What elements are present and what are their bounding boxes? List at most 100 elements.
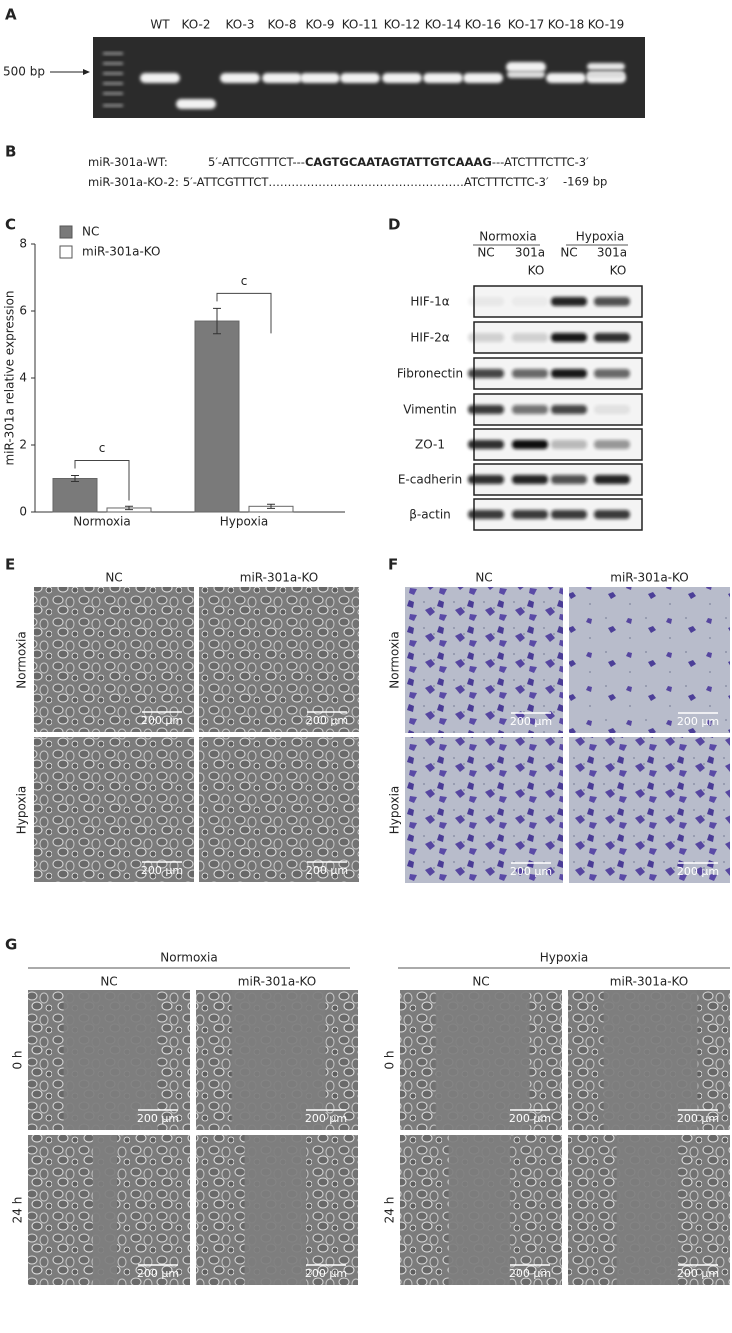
blot-band <box>512 405 548 414</box>
gel-band <box>140 73 180 83</box>
wound-gap <box>448 1135 511 1285</box>
column-label: NC <box>100 975 117 989</box>
wound-gap <box>435 990 530 1130</box>
ladder-band <box>103 62 123 65</box>
blot-band <box>512 440 548 449</box>
lane-label: KO-18 <box>548 18 585 32</box>
protein-label: E-cadherin <box>398 473 462 487</box>
sequence-line: miR-301a-WT: 5′-ATTCGTTTCT---CAGTGCAATAGT… <box>88 155 589 169</box>
column-label: miR-301a-KO <box>240 571 318 585</box>
column-label: miR-301a-KO <box>610 975 688 989</box>
row-label: Hypoxia <box>388 786 402 835</box>
column-label: miR-301a-KO <box>610 571 688 585</box>
blot-band <box>551 440 587 449</box>
protein-label: HIF-1α <box>410 295 449 309</box>
lane-label: KO-11 <box>342 18 379 32</box>
blot-band <box>551 297 587 306</box>
wound-gap <box>244 1135 307 1285</box>
scale-bar-label: 200 μm <box>306 714 348 727</box>
gel-band <box>340 73 380 83</box>
panel-label: F <box>388 556 398 574</box>
scale-bar-label: 200 μm <box>677 1267 719 1280</box>
protein-label: Fibronectin <box>397 367 463 381</box>
condition-label: Normoxia <box>479 230 537 244</box>
y-tick-label: 0 <box>19 505 27 519</box>
wound-gap <box>231 990 326 1130</box>
gel-band <box>587 63 625 70</box>
row-label: 0 h <box>11 1050 25 1069</box>
gel-band <box>587 71 625 78</box>
lane-label: KO <box>610 264 627 278</box>
arrow-head <box>83 69 90 75</box>
column-label: NC <box>105 571 122 585</box>
scale-bar-label: 200 μm <box>510 865 552 878</box>
scale-bar-label: 200 μm <box>141 714 183 727</box>
scale-bar-label: 200 μm <box>677 715 719 728</box>
scale-bar-label: 200 μm <box>677 865 719 878</box>
lane-label: NC <box>477 246 494 260</box>
micrograph <box>569 587 730 733</box>
error-bar <box>71 474 79 483</box>
column-label: NC <box>475 571 492 585</box>
blot-band <box>512 333 548 342</box>
y-tick-label: 6 <box>19 304 27 318</box>
protein-label: ZO-1 <box>415 438 445 452</box>
gel-band <box>506 62 546 72</box>
condition-label: Normoxia <box>160 951 218 965</box>
row-label: Normoxia <box>388 631 402 689</box>
column-label: NC <box>472 975 489 989</box>
blot-band <box>594 297 630 306</box>
blot-band <box>468 333 504 342</box>
scale-bar-label: 200 μm <box>509 1267 551 1280</box>
blot-band <box>551 510 587 519</box>
micrograph <box>199 737 359 882</box>
significance-bracket <box>216 292 272 334</box>
scale-bar-label: 200 μm <box>509 1112 551 1125</box>
error-bar <box>267 503 275 509</box>
condition-label: Hypoxia <box>576 230 625 244</box>
blot-band <box>551 369 587 378</box>
ladder-band <box>103 72 123 75</box>
sequence-right: ATCTTTCTTC-3′ <box>464 175 549 189</box>
blot-band <box>468 405 504 414</box>
blot-band <box>512 475 548 484</box>
x-tick-label: Normoxia <box>73 515 131 529</box>
row-label: Normoxia <box>15 631 29 689</box>
error-bar <box>213 307 221 335</box>
scale-bar-label: 200 μm <box>137 1112 179 1125</box>
scale-bar-label: 200 μm <box>305 1112 347 1125</box>
scale-bar-label: 200 μm <box>305 1267 347 1280</box>
micrograph <box>569 737 730 883</box>
x-tick-label: Hypoxia <box>220 515 269 529</box>
blot-band <box>512 510 548 519</box>
legend-swatch <box>59 225 73 239</box>
y-tick-label: 4 <box>19 371 27 385</box>
blot-band <box>468 297 504 306</box>
gel-band <box>463 73 503 83</box>
protein-label: Vimentin <box>403 403 457 417</box>
sequence-right: ---ATCTTTCTTC-3′ <box>492 155 589 169</box>
protein-label: HIF-2α <box>410 331 449 345</box>
panel-label: G <box>5 936 17 954</box>
panel-label: A <box>5 6 17 24</box>
sequence-left: 5′-ATTCGTTTCT--- <box>208 155 305 169</box>
lane-label: WT <box>150 18 170 32</box>
sequence-gap: …………………………………………… <box>268 175 464 189</box>
bar <box>194 320 240 513</box>
significance-bracket <box>74 459 130 501</box>
blot-band <box>594 440 630 449</box>
lane-label: KO-12 <box>384 18 421 32</box>
column-label: miR-301a-KO <box>238 975 316 989</box>
y-tick-label: 8 <box>19 237 27 251</box>
micrograph <box>199 587 359 732</box>
wound-gap <box>63 990 158 1130</box>
lane-label: KO-19 <box>588 18 625 32</box>
ladder-band <box>103 82 123 85</box>
error-bar <box>125 505 133 511</box>
wound-gap <box>92 1135 118 1285</box>
row-label: 24 h <box>383 1197 397 1224</box>
ladder-band <box>103 92 123 95</box>
ladder-band <box>103 52 123 55</box>
gel-band <box>382 73 422 83</box>
